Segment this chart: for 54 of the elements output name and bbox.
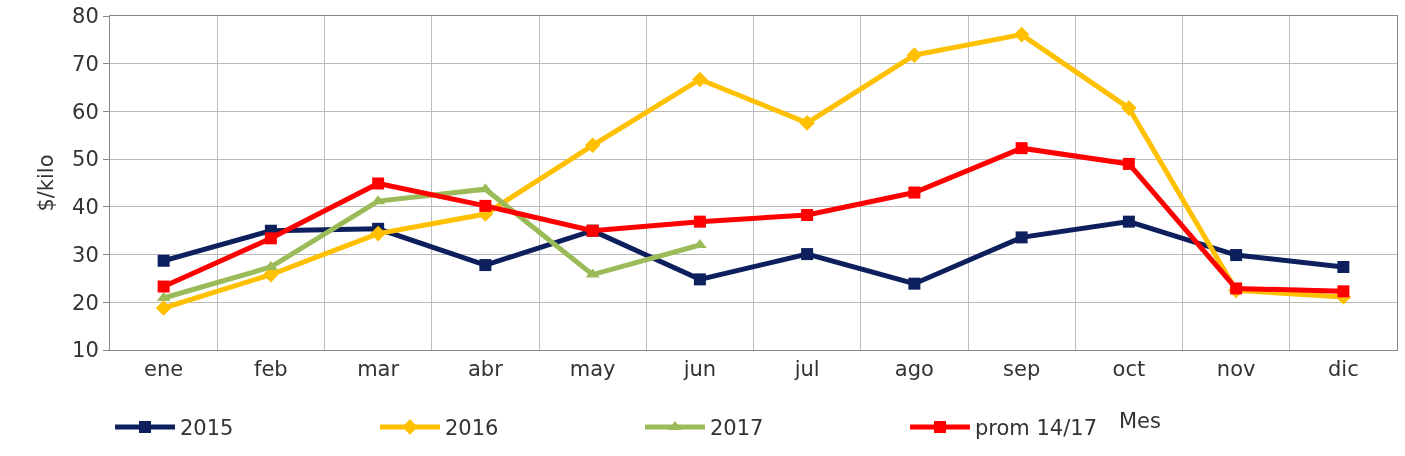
x-tick-label: nov [1216,357,1256,382]
point [908,277,921,290]
point [584,137,601,154]
point [1230,282,1243,295]
x-tick-label: abr [467,357,504,382]
y-axis-title: $/kilo [34,154,59,212]
x-tick-label: may [569,357,616,382]
legend-label: 2016 [445,416,499,441]
x-tick-label: jul [793,357,820,382]
point [693,273,706,286]
point [1121,100,1137,116]
point [1015,231,1028,244]
point [693,215,706,228]
point [157,254,170,267]
point [1337,260,1350,273]
point [1122,157,1135,170]
y-tick-label: 70 [72,52,99,77]
point [799,115,815,131]
point [264,232,277,245]
y-tick-label: 20 [72,290,99,315]
x-tick-label: dic [1328,357,1359,382]
point [479,259,492,272]
x-axis-title: Mes [1119,409,1161,433]
legend-label: 2015 [180,416,234,441]
legend-label: 2017 [710,416,764,441]
point [906,47,923,63]
y-tick-label: 10 [72,338,99,363]
legend-label: prom 14/17 [975,416,1098,441]
x-tick-label: jun [682,357,717,382]
y-tick-label: 60 [72,99,99,124]
point [1122,215,1135,228]
point [1337,285,1350,298]
y-tick-label: 80 [72,4,99,29]
point [1015,142,1028,155]
x-tick-label: ene [144,357,184,382]
x-tick-label: oct [1112,357,1146,382]
point [801,208,814,221]
point [801,248,814,261]
x-tick-label: ago [894,357,934,382]
x-tick-label: feb [254,357,288,382]
x-tick-label: mar [357,357,400,382]
point [908,186,921,199]
point [479,199,492,212]
point [155,300,172,316]
point [372,177,385,190]
point [1013,26,1030,43]
y-tick-label: 40 [72,195,99,220]
x-tick-label: sep [1003,357,1041,382]
point [157,280,170,293]
point [370,225,386,242]
point [692,71,708,88]
y-tick-label: 30 [72,242,99,267]
y-tick-label: 50 [72,147,99,172]
point [1230,249,1243,262]
